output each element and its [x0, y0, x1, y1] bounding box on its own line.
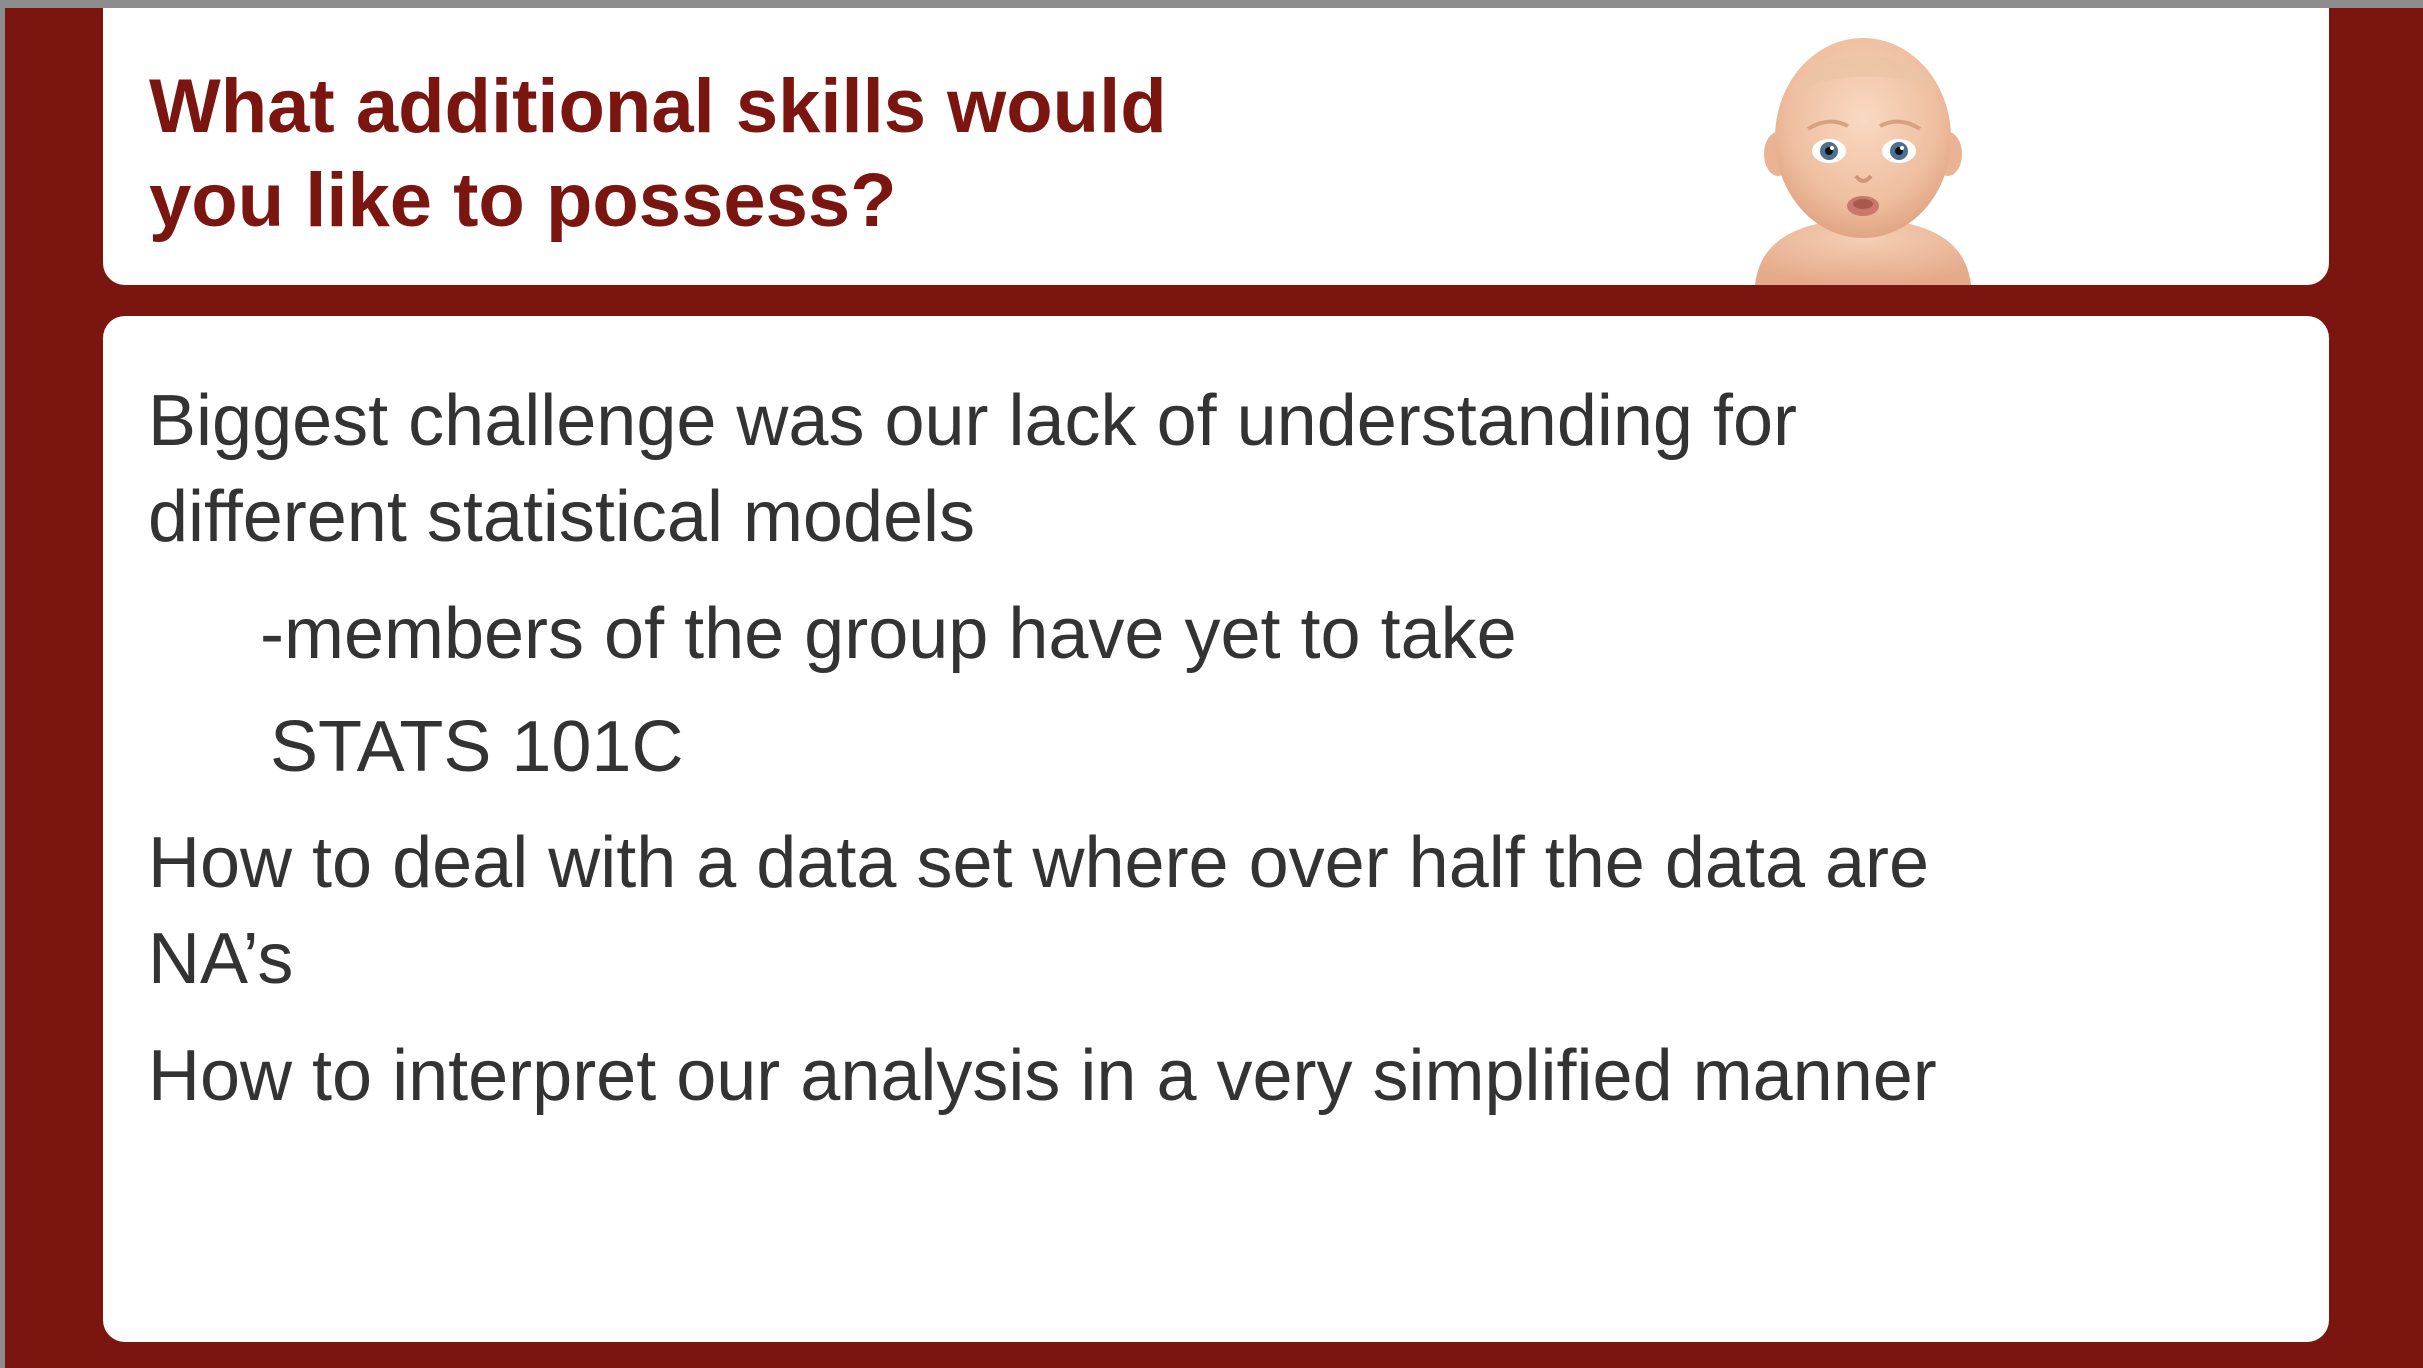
sub-bullet-text: -members of the group have yet to take	[260, 594, 1517, 674]
slide-title: What additional skills would you like to…	[149, 64, 1167, 243]
window-left-border	[0, 0, 5, 1368]
window-top-border	[0, 0, 2423, 8]
content-panel: Biggest challenge was our lack of unders…	[103, 316, 2329, 1342]
bullet-text: How to interpret our analysis in a very …	[148, 1036, 1937, 1116]
sub-bullet-text: STATS 101C	[270, 707, 684, 787]
title-panel: What additional skills would you like to…	[103, 8, 2329, 285]
bullet-text: NA’s	[148, 919, 294, 999]
bullet-text: different statistical models	[148, 477, 976, 557]
baby-photo-icon	[1755, 38, 1971, 285]
bullet-text: How to deal with a data set where over h…	[148, 823, 1930, 903]
bullet-text: Biggest challenge was our lack of unders…	[148, 381, 1798, 461]
